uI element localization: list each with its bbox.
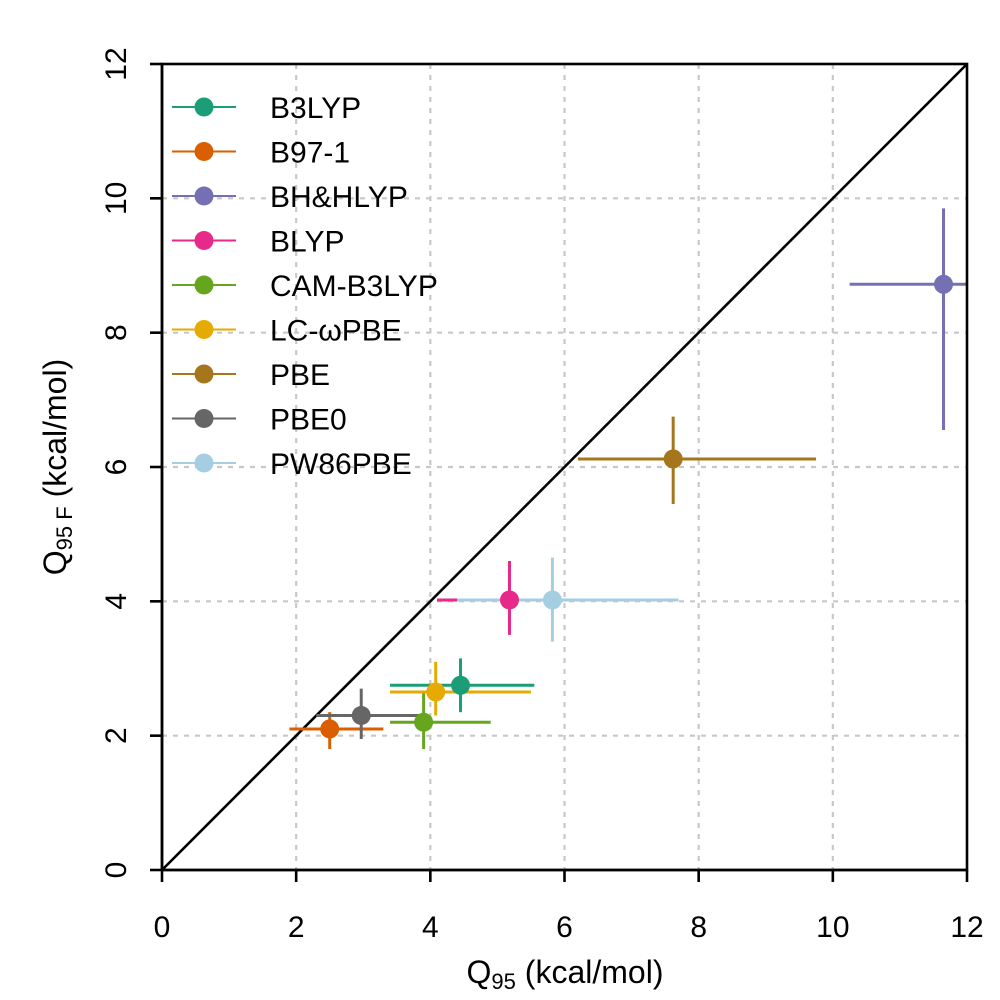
data-point <box>663 449 683 469</box>
legend-label: BH&HLYP <box>270 181 408 214</box>
legend-item: LC-ωPBE <box>172 315 402 348</box>
data-point <box>414 712 434 732</box>
legend-item: CAM-B3LYP <box>172 270 438 303</box>
y-tick-label: 12 <box>100 47 133 80</box>
legend-label: B97-1 <box>270 137 350 170</box>
legend-item: PW86PBE <box>172 448 412 481</box>
x-axis-title: Q95 (kcal/mol) <box>467 954 664 994</box>
x-tick-label: 12 <box>950 911 983 944</box>
x-axis-title-subscript: 95 <box>491 969 515 994</box>
legend-marker <box>194 364 214 384</box>
legend-label: LC-ωPBE <box>270 315 402 348</box>
y-tick-label: 2 <box>100 727 133 744</box>
data-point <box>426 682 446 702</box>
legend-item: BLYP <box>172 226 345 259</box>
x-tick-label: 2 <box>288 911 305 944</box>
x-tick-label: 10 <box>816 911 849 944</box>
data-points <box>320 274 954 739</box>
legend-label: PBE0 <box>270 404 347 437</box>
legend-item: BH&HLYP <box>172 181 408 214</box>
legend-item: PBE <box>172 359 330 392</box>
legend-label: PW86PBE <box>270 448 412 481</box>
legend-label: CAM-B3LYP <box>270 270 438 303</box>
legend-marker <box>194 320 214 339</box>
y-tick-label: 10 <box>100 182 133 215</box>
data-point <box>499 590 519 610</box>
data-point <box>451 675 471 695</box>
y-tick-label: 8 <box>100 324 133 341</box>
y-tick-label: 6 <box>100 459 133 476</box>
x-tick-label: 6 <box>556 911 573 944</box>
legend-item: B3LYP <box>172 92 361 125</box>
legend-label: BLYP <box>270 226 345 259</box>
legend-marker <box>194 409 214 428</box>
x-axis: 0 2 4 6 8 10 12 <box>154 868 984 944</box>
x-tick-label: 4 <box>422 911 439 944</box>
x-tick-label: 8 <box>690 911 707 944</box>
legend: B3LYP B97-1 BH&HLYP BLYP CAM-B3LYP LC-ωPBE PBE… <box>172 92 438 481</box>
legend-marker <box>194 186 214 206</box>
y-axis-title: Q95 F (kcal/mol) <box>37 359 77 575</box>
legend-item: PBE0 <box>172 404 347 437</box>
legend-marker <box>194 97 214 117</box>
x-tick-label: 0 <box>154 911 171 944</box>
data-point <box>934 274 954 294</box>
legend-marker <box>194 453 214 473</box>
legend-label: PBE <box>270 359 330 392</box>
legend-marker <box>194 142 214 161</box>
y-axis-title-subscript: 95 F <box>52 506 77 550</box>
y-tick-label: 0 <box>100 862 133 879</box>
legend-label: B3LYP <box>270 92 361 125</box>
x-axis-title-main: Q <box>467 954 492 990</box>
legend-marker <box>194 275 214 295</box>
y-axis-title-units: (kcal/mol) <box>37 359 73 507</box>
identity-line <box>161 63 968 871</box>
y-tick-label: 4 <box>100 593 133 610</box>
data-point <box>320 719 340 739</box>
data-point <box>542 590 562 610</box>
legend-item: B97-1 <box>172 137 350 170</box>
data-point <box>351 706 371 726</box>
y-axis-title-main: Q <box>37 550 73 575</box>
x-axis-title-units: (kcal/mol) <box>516 954 664 990</box>
y-axis: 0 2 4 6 8 10 12 <box>100 47 164 879</box>
legend-marker <box>194 231 214 250</box>
